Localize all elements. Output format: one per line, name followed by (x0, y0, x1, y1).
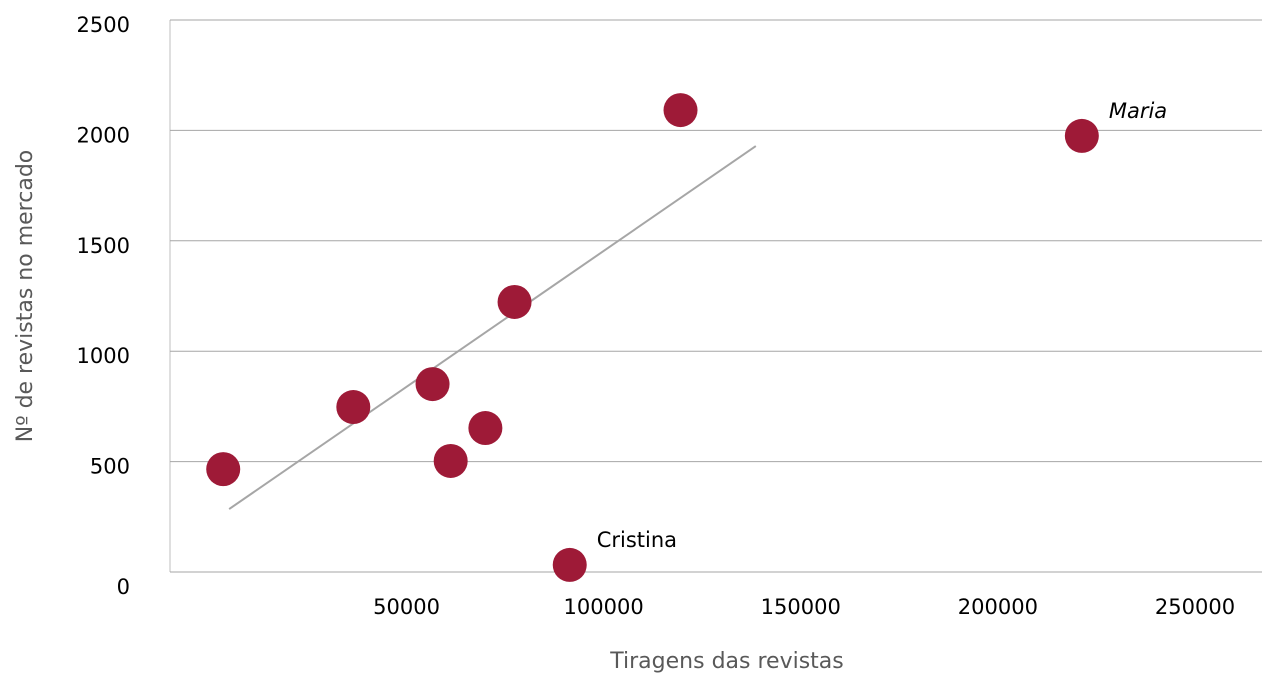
y-axis-title: Nº de revistas no mercado (13, 150, 38, 443)
y-tick-label: 500 (90, 455, 130, 479)
y-tick-label: 1500 (77, 234, 130, 258)
x-tick-label: 100000 (564, 595, 644, 619)
point (552, 547, 587, 582)
point (415, 367, 450, 402)
y-tick-label: 0 (117, 575, 130, 599)
x-tick-label: 200000 (958, 595, 1038, 619)
y-tick-label: 1000 (77, 344, 130, 368)
trendline (228, 145, 757, 510)
point (1064, 118, 1099, 153)
point (206, 452, 241, 487)
y-tick-label: 2500 (77, 13, 130, 37)
point (468, 411, 503, 446)
x-axis-title: Tiragens das revistas (609, 649, 843, 674)
point-label: Cristina (597, 528, 677, 552)
x-tick-label: 50000 (373, 595, 440, 619)
x-tick-label: 250000 (1155, 595, 1235, 619)
point-label: Maria (1109, 99, 1167, 123)
x-tick-label: 150000 (761, 595, 841, 619)
y-tick-label: 2000 (77, 123, 130, 147)
point (433, 443, 468, 478)
point (336, 390, 371, 425)
point (497, 284, 532, 319)
point (663, 93, 698, 128)
